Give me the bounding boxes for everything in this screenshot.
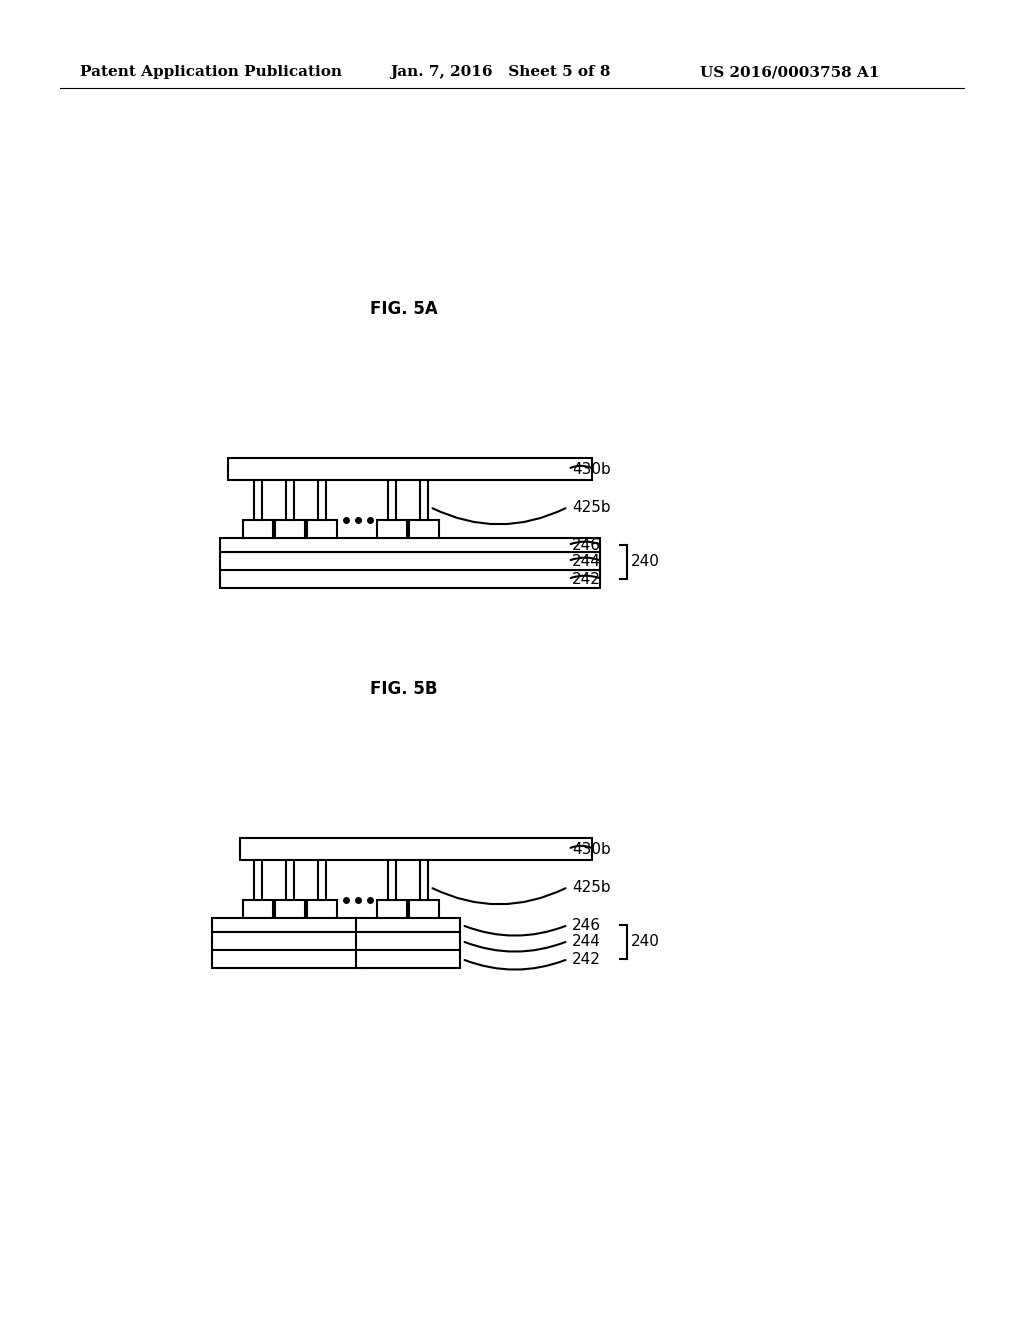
Bar bbox=[243, 900, 273, 917]
Bar bbox=[409, 900, 439, 917]
Text: 430b: 430b bbox=[572, 842, 610, 857]
Bar bbox=[286, 861, 294, 900]
Bar bbox=[275, 900, 305, 917]
Bar bbox=[240, 838, 592, 861]
Bar bbox=[220, 570, 600, 587]
Bar bbox=[220, 552, 600, 570]
Bar bbox=[420, 480, 428, 520]
Text: 430b: 430b bbox=[572, 462, 610, 477]
Bar bbox=[275, 520, 305, 539]
Bar bbox=[220, 539, 600, 552]
Text: 425b: 425b bbox=[572, 499, 610, 515]
Bar bbox=[409, 520, 439, 539]
Text: 242: 242 bbox=[572, 952, 601, 966]
Bar bbox=[212, 932, 368, 950]
Bar bbox=[377, 900, 407, 917]
Text: 240: 240 bbox=[631, 935, 659, 949]
Bar bbox=[318, 861, 326, 900]
Text: US 2016/0003758 A1: US 2016/0003758 A1 bbox=[700, 65, 880, 79]
Text: 425b: 425b bbox=[572, 879, 610, 895]
Text: Patent Application Publication: Patent Application Publication bbox=[80, 65, 342, 79]
Text: 246: 246 bbox=[572, 917, 601, 932]
Bar bbox=[286, 480, 294, 520]
Bar bbox=[388, 861, 396, 900]
Bar bbox=[243, 520, 273, 539]
Bar bbox=[254, 480, 262, 520]
Text: 244: 244 bbox=[572, 933, 601, 949]
Bar bbox=[318, 480, 326, 520]
Text: FIG. 5B: FIG. 5B bbox=[370, 680, 437, 698]
Bar bbox=[388, 480, 396, 520]
Text: FIG. 5A: FIG. 5A bbox=[370, 300, 437, 318]
Bar bbox=[377, 520, 407, 539]
Bar bbox=[212, 950, 368, 968]
Bar bbox=[356, 950, 460, 968]
Bar bbox=[254, 861, 262, 900]
Bar bbox=[420, 861, 428, 900]
Bar bbox=[356, 932, 460, 950]
Text: 242: 242 bbox=[572, 572, 601, 586]
Text: 244: 244 bbox=[572, 553, 601, 569]
Bar bbox=[228, 458, 592, 480]
Bar bbox=[212, 917, 368, 932]
Bar bbox=[356, 917, 460, 932]
Text: 240: 240 bbox=[631, 554, 659, 569]
Bar bbox=[307, 900, 337, 917]
Bar bbox=[307, 520, 337, 539]
Text: Jan. 7, 2016   Sheet 5 of 8: Jan. 7, 2016 Sheet 5 of 8 bbox=[390, 65, 610, 79]
Text: 246: 246 bbox=[572, 537, 601, 553]
